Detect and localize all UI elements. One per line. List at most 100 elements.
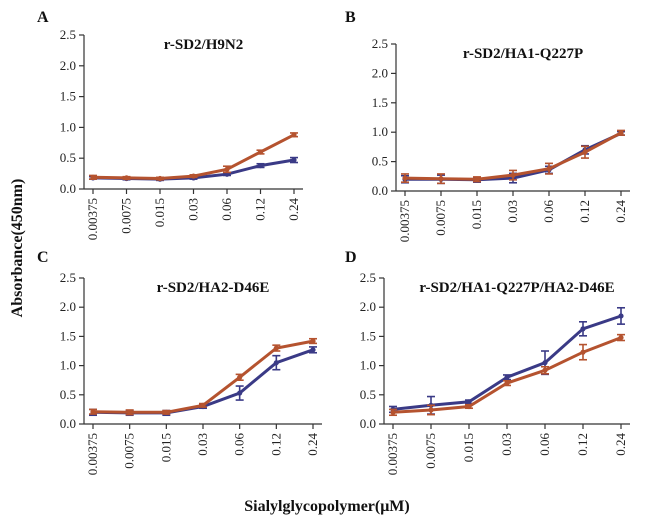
data-point [466,403,472,410]
panel-letter: C [37,249,49,266]
chart-panel-c: 0.0 0.5 1.0 1.5 2.0 2.5 0.00375 0.0075 0.015 0.03… [37,249,322,475]
y-tick-label: 0.5 [372,154,388,169]
data-point [510,172,516,178]
chart-panel-b: 0.0 0.5 1.0 1.5 2.0 2.5 0.00375 0.0075 0.015 0.03… [345,9,630,242]
x-tick-label: 0.015 [152,198,167,227]
data-point [438,176,444,182]
data-point [291,132,297,138]
data-point [273,360,279,366]
x-tick-label: 0.03 [505,200,520,223]
data-point [310,338,316,344]
figure-x-label: Sialylglycopolymer(μM) [244,498,409,515]
data-point [542,367,548,373]
x-tick-label: 0.06 [537,433,552,456]
data-point [428,407,434,413]
x-tick-label: 0.06 [541,200,556,223]
data-point [618,334,624,341]
y-tick-label: 2.5 [60,27,76,42]
x-tick-label: 0.0075 [122,433,137,469]
data-point [127,409,133,415]
data-point [224,166,230,172]
data-point [291,157,297,163]
panel-title: r-SD2/HA2-D46E [157,280,270,296]
x-tick-label: 0.00375 [397,200,412,242]
y-tick-label: 0.5 [60,150,76,165]
x-tick-label: 0.06 [232,433,247,456]
x-tick-label: 0.015 [461,433,476,462]
panel-title: r-SD2/HA1-Q227P [463,46,583,62]
data-point [390,409,396,415]
chart-panel-a: 0.0 0.5 1.0 1.5 2.0 2.5 0.00375 0.0075 0.015 0.03… [37,9,303,240]
x-tick-label: 0.12 [253,198,268,221]
x-tick-label: 0.00375 [85,433,100,475]
data-point [273,345,279,351]
y-tick-label: 1.5 [60,328,76,343]
data-point [474,176,480,182]
x-tick-label: 0.12 [577,200,592,223]
y-tick-label: 0.0 [372,183,388,198]
panel-letter: A [37,9,49,26]
y-tick-label: 1.0 [360,358,376,373]
data-point [618,313,624,319]
y-tick-label: 0.5 [60,387,76,402]
data-point [163,409,169,415]
data-point [542,360,548,366]
x-tick-label: 0.24 [613,433,628,456]
y-tick-label: 0.0 [60,181,76,196]
data-point [90,174,96,180]
data-point [504,380,510,386]
x-tick-label: 0.03 [499,433,514,456]
x-tick-label: 0.03 [186,198,201,221]
y-tick-label: 0.0 [360,416,376,431]
data-point [580,349,586,355]
x-tick-label: 0.24 [305,433,320,456]
y-tick-label: 2.5 [360,270,376,285]
y-tick-label: 1.0 [60,119,76,134]
data-point [582,149,588,155]
series-line-1 [392,314,622,411]
x-tick-label: 0.015 [469,200,484,229]
data-point [466,399,472,405]
y-tick-label: 2.0 [60,299,76,314]
x-tick-label: 0.0075 [433,200,448,236]
x-tick-label: 0.24 [286,198,301,221]
data-point [190,173,197,179]
data-point [237,374,243,380]
series-line-2 [92,133,295,181]
y-tick-label: 1.5 [360,328,376,343]
x-tick-label: 0.00375 [85,198,100,240]
x-tick-label: 0.12 [268,433,283,456]
y-tick-label: 2.0 [360,299,376,314]
y-tick-label: 0.0 [60,416,76,431]
x-tick-label: 0.0075 [119,198,134,234]
data-point [618,130,624,136]
data-point [90,409,96,415]
x-tick-label: 0.03 [195,433,210,456]
data-point [310,347,316,353]
data-point [200,402,206,408]
x-tick-label: 0.0075 [423,433,438,469]
y-tick-label: 1.0 [60,358,76,373]
y-tick-label: 1.5 [372,95,388,110]
chart-panel-d: 0.0 0.5 1.0 1.5 2.0 2.5 0.00375 0.0075 0.015 0.03… [345,249,630,475]
panel-title: r-SD2/H9N2 [164,37,243,53]
data-point [123,175,130,181]
panel-letter: D [345,249,357,266]
x-tick-label: 0.015 [158,433,173,462]
x-tick-label: 0.12 [575,433,590,456]
panel-title: r-SD2/HA1-Q227P/HA2-D46E [419,280,614,296]
x-tick-label: 0.24 [613,200,628,223]
data-point [402,175,408,181]
y-tick-label: 2.0 [372,65,388,80]
data-point [237,390,243,396]
data-point [504,374,510,380]
data-point [157,175,163,182]
x-tick-label: 0.00375 [385,433,400,475]
y-tick-label: 2.0 [60,58,76,73]
y-tick-label: 0.5 [360,387,376,402]
data-point [546,166,552,172]
y-tick-label: 2.5 [372,36,388,51]
x-tick-label: 0.06 [219,198,234,221]
data-point [257,162,264,169]
figure-y-label: Absorbance(450nm) [9,179,26,318]
